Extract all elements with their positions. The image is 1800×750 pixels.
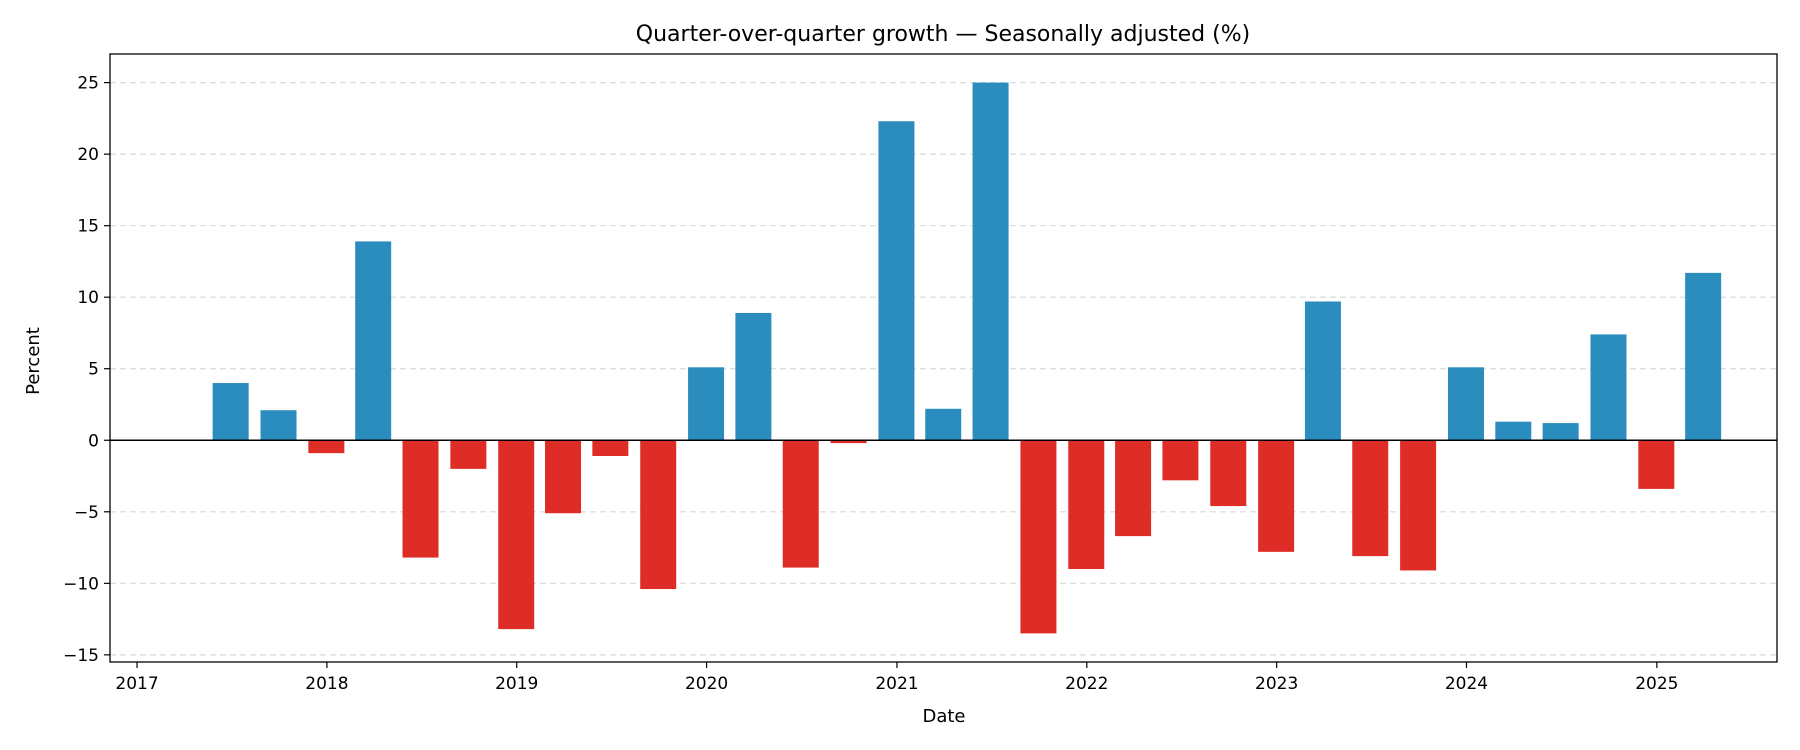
- x-tick-label: 2021: [875, 674, 918, 694]
- bar: [878, 121, 915, 441]
- y-tick-label: 20: [77, 145, 99, 165]
- bar: [925, 408, 962, 441]
- x-tick-label: 2024: [1445, 674, 1488, 694]
- bar: [1590, 334, 1627, 441]
- x-axis: 2017 2018 2019 2020 2021 2022 2023 2024 2025: [115, 662, 1678, 694]
- y-tick-label: −5: [74, 503, 99, 523]
- bar: [1400, 440, 1437, 571]
- bar: [1638, 440, 1675, 489]
- bar: [260, 410, 297, 441]
- bar: [308, 440, 345, 454]
- bar: [1115, 440, 1152, 537]
- y-axis: 25 20 15 10 5 0 −5 −10 −15: [63, 74, 110, 666]
- bar: [1542, 423, 1579, 441]
- bar: [1447, 367, 1484, 441]
- x-tick-label: 2025: [1635, 674, 1678, 694]
- bar: [972, 82, 1009, 441]
- y-tick-label: 25: [77, 74, 99, 94]
- y-tick-label: 0: [88, 431, 99, 451]
- y-axis-label: Percent: [23, 327, 44, 395]
- bar: [1020, 440, 1057, 634]
- bar: [1068, 440, 1105, 570]
- bar: [450, 440, 487, 469]
- bar: [1352, 440, 1389, 557]
- x-tick-label: 2022: [1065, 674, 1108, 694]
- x-tick-label: 2023: [1255, 674, 1298, 694]
- bar: [1685, 272, 1722, 441]
- plot-frame: [109, 53, 1778, 663]
- x-tick-label: 2018: [305, 674, 348, 694]
- bar: [1495, 421, 1532, 441]
- x-tick-label: 2017: [115, 674, 158, 694]
- bar: [1258, 440, 1295, 552]
- y-tick-label: −10: [63, 574, 99, 594]
- bar: [782, 440, 819, 568]
- bar: [592, 440, 629, 456]
- bar: [498, 440, 535, 630]
- bar: [212, 383, 249, 441]
- x-axis-label: Date: [922, 706, 965, 727]
- bar: [355, 241, 392, 441]
- bar: [1210, 440, 1247, 507]
- chart-title: Quarter-over-quarter growth — Seasonally…: [636, 22, 1250, 47]
- bar: [830, 440, 867, 444]
- bar: [1162, 440, 1199, 481]
- y-tick-label: −15: [63, 646, 99, 666]
- bar: [640, 440, 677, 590]
- bar: [735, 312, 772, 441]
- y-tick-label: 15: [77, 217, 99, 237]
- x-tick-label: 2019: [495, 674, 538, 694]
- bars: [212, 82, 1722, 634]
- x-tick-label: 2020: [685, 674, 728, 694]
- bar: [545, 440, 582, 514]
- bar: [688, 367, 725, 441]
- y-tick-label: 10: [77, 288, 99, 308]
- y-tick-label: 5: [88, 360, 99, 380]
- bar: [1304, 301, 1341, 441]
- bar: [402, 440, 439, 558]
